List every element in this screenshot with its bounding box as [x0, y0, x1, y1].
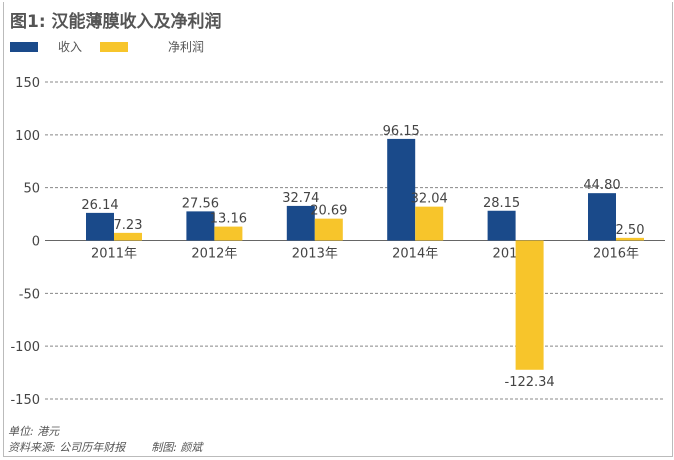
bar-revenue: [588, 193, 616, 241]
data-label: -122.34: [505, 375, 555, 390]
legend-label-profit: 净利润: [168, 40, 205, 54]
data-label: 13.16: [210, 212, 247, 227]
author-text: 制图: 颜斌: [151, 441, 203, 454]
x-tick-label: 2013年: [292, 247, 338, 262]
legend-item-profit: 净利润: [100, 38, 204, 55]
legend-swatch-revenue: [10, 41, 38, 52]
data-label: 96.15: [383, 124, 420, 139]
bar-profit: [214, 226, 243, 241]
source-text: 资料来源: 公司历年财报: [8, 441, 126, 454]
y-tick-label: -50: [19, 287, 40, 302]
data-label: 27.56: [182, 196, 219, 211]
x-tick-label: 2016年: [593, 247, 639, 262]
data-label: 26.14: [81, 198, 118, 213]
data-label: 32.74: [282, 191, 319, 206]
bar-profit: [515, 240, 544, 370]
data-label: 32.04: [411, 192, 448, 207]
data-label: 7.23: [114, 218, 143, 233]
data-label: 28.15: [483, 196, 520, 211]
bar-profit: [314, 218, 343, 241]
bar-revenue: [286, 205, 315, 241]
legend-label-revenue: 收入: [58, 40, 83, 54]
legend-swatch-profit: [100, 41, 128, 52]
bar-revenue: [487, 210, 516, 241]
x-tick-label: 2014年: [392, 247, 438, 262]
y-tick-label: -150: [10, 393, 40, 408]
y-tick-label: 0: [32, 235, 40, 250]
y-tick-label: -100: [10, 340, 40, 355]
y-tick-label: 50: [23, 182, 40, 197]
bar-revenue: [86, 212, 114, 241]
bar-revenue: [186, 211, 215, 241]
unit-note: 单位: 港元: [8, 425, 60, 438]
bar-profit: [114, 232, 142, 241]
bar-revenue: [387, 138, 416, 241]
chart-title: 图1: 汉能薄膜收入及净利润: [10, 12, 222, 32]
y-tick-label: 150: [15, 76, 40, 91]
data-label: 44.80: [583, 178, 620, 193]
bar-profit: [415, 206, 444, 241]
y-tick-label: 100: [15, 129, 40, 144]
chart-frame: [3, 2, 673, 457]
x-tick-label: 2011年: [91, 247, 137, 262]
legend-item-revenue: 收入: [10, 38, 82, 55]
x-tick-label: 2012年: [191, 247, 237, 262]
data-label: 2.50: [616, 223, 645, 238]
data-label: 20.69: [310, 204, 347, 219]
source-note: 资料来源: 公司历年财报 制图: 颜斌: [8, 439, 228, 455]
bar-profit: [616, 237, 644, 241]
